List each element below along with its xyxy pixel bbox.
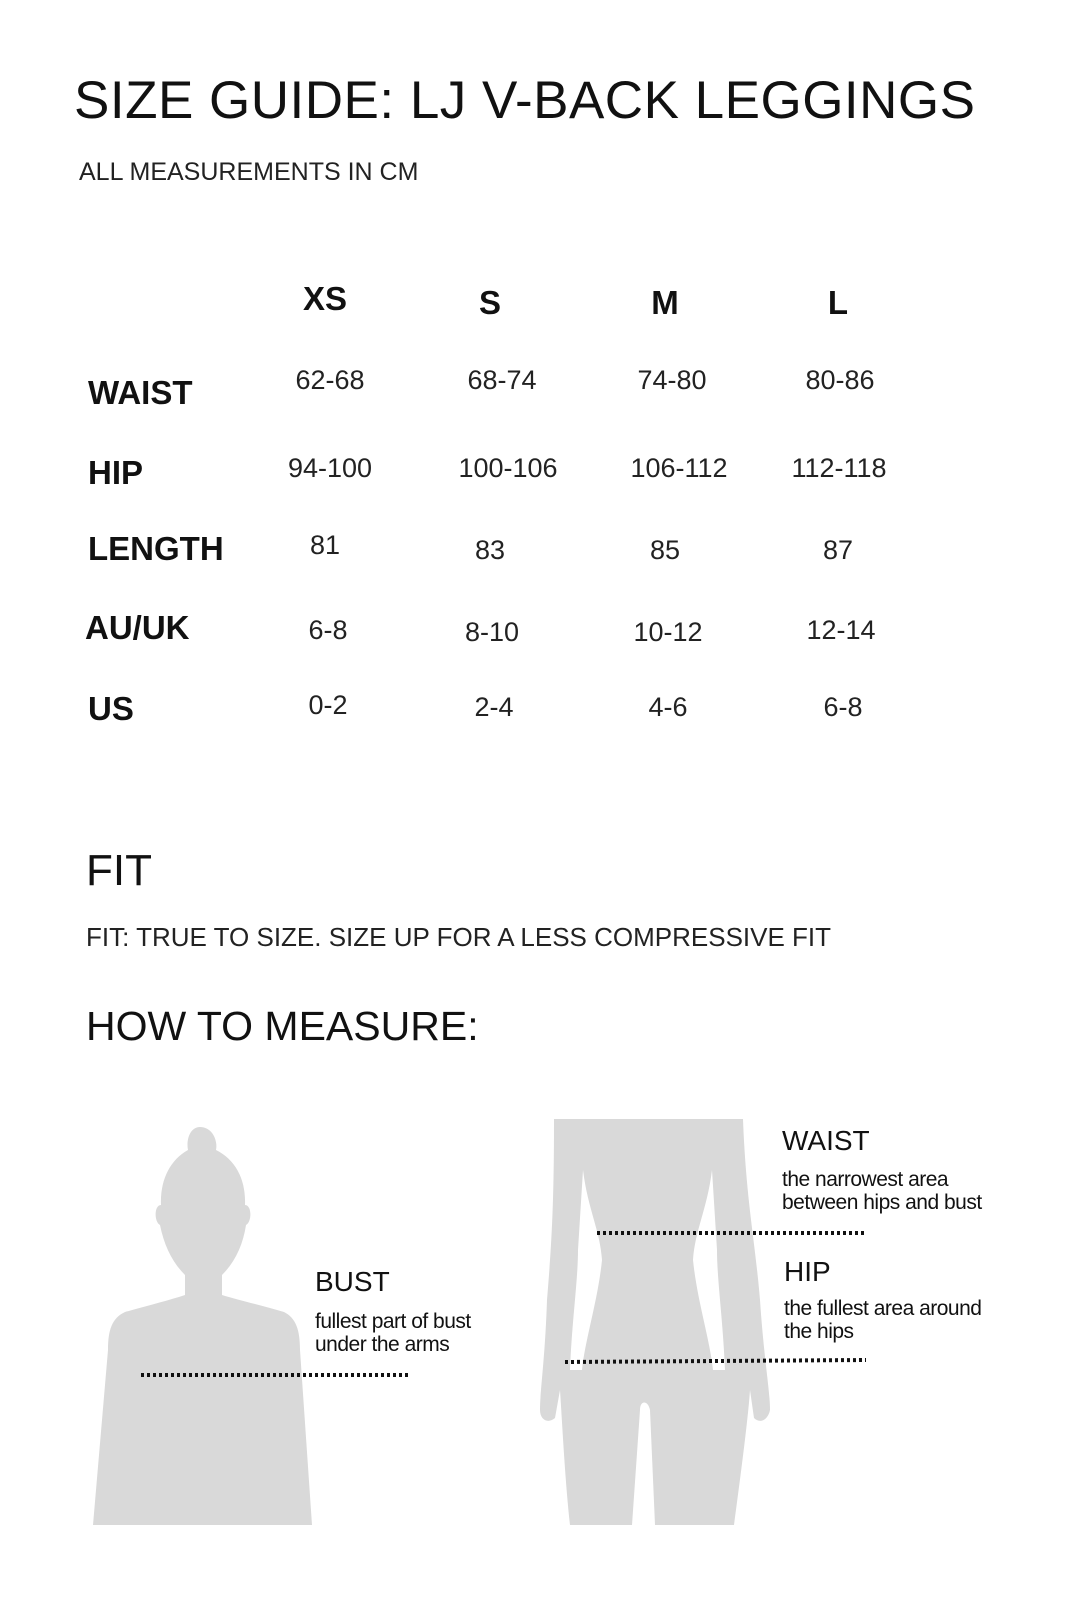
table-cell: 74-80 — [637, 365, 707, 395]
col-header-m: M — [651, 284, 679, 321]
col-header-l: L — [827, 284, 849, 321]
table-cell: 100-106 — [458, 453, 558, 483]
table-cell: 83 — [474, 535, 506, 565]
waist-desc-line: the narrowest area — [782, 1168, 949, 1191]
table-cell: 4-6 — [648, 692, 688, 722]
page-title: SIZE GUIDE: LJ V-BACK LEGGINGS — [74, 71, 976, 130]
bust-description: fullest part of bust under the arms — [315, 1310, 471, 1356]
table-cell: 112-118 — [791, 453, 887, 483]
table-cell: 0-2 — [308, 690, 348, 720]
table-cell: 68-74 — [467, 365, 537, 395]
table-cell: 87 — [822, 535, 854, 565]
table-cell: 81 — [309, 530, 341, 560]
hip-desc-line: the fullest area around — [784, 1297, 982, 1320]
col-header-s: S — [478, 284, 502, 321]
row-label-hip: HIP — [88, 454, 144, 491]
bust-desc-line: under the arms — [315, 1333, 450, 1356]
row-label-waist: WAIST — [88, 374, 193, 411]
table-cell: 8-10 — [464, 617, 520, 647]
how-to-measure-heading: HOW TO MEASURE: — [86, 1003, 479, 1049]
table-cell: 94-100 — [287, 453, 373, 483]
table-cell: 106-112 — [630, 453, 728, 483]
waist-desc-line: between hips and bust — [782, 1191, 982, 1214]
hip-measure-line — [564, 1358, 867, 1364]
table-cell: 62-68 — [295, 365, 365, 395]
bust-desc-line: fullest part of bust — [315, 1310, 471, 1333]
table-cell: 85 — [649, 535, 681, 565]
hip-description: the fullest area around the hips — [784, 1297, 982, 1343]
waist-description: the narrowest area between hips and bust — [782, 1168, 982, 1214]
table-cell: 6-8 — [823, 692, 863, 722]
row-label-length: LENGTH — [88, 530, 224, 567]
fit-heading: FIT — [86, 846, 152, 895]
row-label-us: US — [88, 690, 134, 727]
col-header-xs: XS — [302, 280, 348, 317]
table-cell: 12-14 — [806, 615, 876, 645]
table-cell: 10-12 — [633, 617, 703, 647]
table-cell: 80-86 — [805, 365, 875, 395]
bust-label: BUST — [315, 1266, 390, 1297]
row-label-au-uk: AU/UK — [85, 609, 190, 646]
table-cell: 6-8 — [308, 615, 348, 645]
waist-label: WAIST — [782, 1125, 870, 1156]
units-note: ALL MEASUREMENTS IN CM — [79, 158, 419, 186]
upper-body-silhouette — [93, 1127, 312, 1525]
hip-desc-line: the hips — [784, 1320, 854, 1343]
hip-label: HIP — [784, 1256, 831, 1287]
fit-text: FIT: TRUE TO SIZE. SIZE UP FOR A LESS CO… — [86, 922, 832, 952]
table-cell: 2-4 — [474, 692, 514, 722]
